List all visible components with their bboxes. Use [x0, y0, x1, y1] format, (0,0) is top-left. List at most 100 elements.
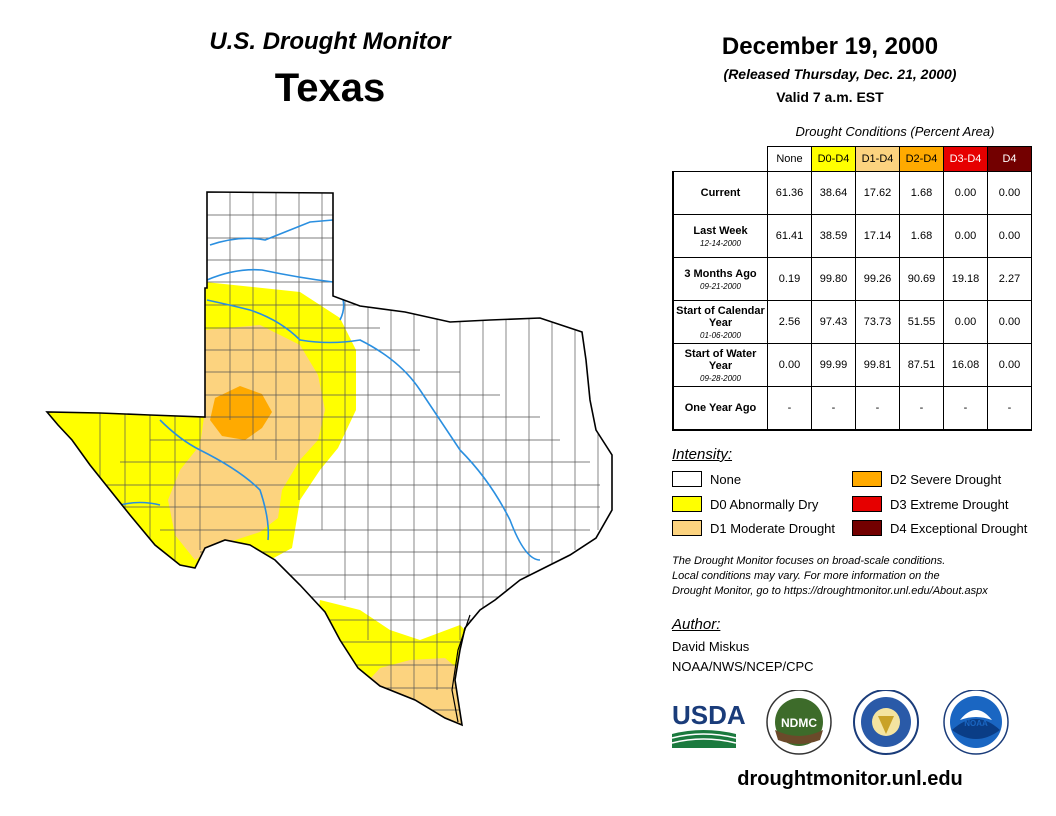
table-cell: 61.41: [767, 214, 812, 258]
table-cell: -: [767, 386, 812, 431]
table-row: 3 Months Ago 09-21-2000 0.19 99.80 99.26 …: [672, 257, 1032, 301]
legend-label: None: [710, 471, 742, 487]
valid-time: Valid 7 a.m. EST: [776, 89, 884, 105]
table-cell: 0.00: [987, 171, 1032, 215]
table-cell: 0.00: [987, 343, 1032, 387]
table-row: Current 61.36 38.64 17.62 1.68 0.00 0.00: [672, 171, 1032, 215]
table-cell: 99.81: [855, 343, 900, 387]
legend-d0: D0 Abnormally Dry: [672, 496, 818, 512]
col-d0-d4: D0-D4: [811, 146, 856, 172]
row-label: Last Week 12-14-2000: [672, 214, 768, 258]
header-blank: [673, 147, 768, 172]
noaa-logo: NOAA: [943, 690, 1009, 755]
legend-swatch: [672, 520, 702, 536]
legend-d2: D2 Severe Drought: [852, 471, 1001, 487]
table-cell: 0.00: [943, 171, 988, 215]
conditions-caption: Drought Conditions (Percent Area): [795, 124, 995, 139]
table-cell: 90.69: [899, 257, 944, 301]
logos-row: USDA NDMC NOAA: [671, 690, 1009, 755]
table-row: Last Week 12-14-2000 61.41 38.59 17.14 1.…: [672, 214, 1032, 258]
row-label: One Year Ago: [672, 386, 768, 431]
release-date: (Released Thursday, Dec. 21, 2000): [723, 66, 957, 82]
disclaimer-note: The Drought Monitor focuses on broad-sca…: [672, 554, 1052, 599]
row-label: 3 Months Ago 09-21-2000: [672, 257, 768, 301]
commerce-seal-logo: [853, 690, 919, 755]
table-cell: -: [811, 386, 856, 431]
table-cell: 17.14: [855, 214, 900, 258]
legend-label: D3 Extreme Drought: [890, 496, 1009, 512]
table-row: One Year Ago - - - - - -: [672, 386, 1032, 431]
table-cell: 16.08: [943, 343, 988, 387]
legend-swatch: [852, 496, 882, 512]
table-cell: 97.43: [811, 300, 856, 344]
note-line: Local conditions may vary. For more info…: [672, 570, 940, 582]
table-cell: 38.64: [811, 171, 856, 215]
d2-area: [210, 386, 272, 440]
note-line: The Drought Monitor focuses on broad-sca…: [672, 555, 946, 567]
table-cell: 51.55: [899, 300, 944, 344]
author-name: David Miskus: [672, 639, 750, 654]
author-block: David Miskus NOAA/NWS/NCEP/CPC: [672, 637, 814, 677]
table-cell: 0.00: [987, 214, 1032, 258]
table-cell: 99.99: [811, 343, 856, 387]
map-date: December 19, 2000: [721, 33, 939, 60]
d1-area-west: [168, 325, 325, 560]
table-cell: 0.00: [943, 300, 988, 344]
col-d1-d4: D1-D4: [855, 146, 900, 172]
svg-text:NDMC: NDMC: [781, 716, 817, 730]
table-cell: 0.00: [987, 300, 1032, 344]
table-cell: -: [855, 386, 900, 431]
table-cell: 2.56: [767, 300, 812, 344]
legend-swatch: [672, 471, 702, 487]
legend-label: D1 Moderate Drought: [710, 520, 836, 536]
legend-none: None: [672, 471, 741, 487]
legend-label: D2 Severe Drought: [890, 471, 1002, 487]
table-cell: -: [987, 386, 1032, 431]
table-cell: 0.19: [767, 257, 812, 301]
author-org: NOAA/NWS/NCEP/CPC: [672, 659, 814, 674]
table-cell: 1.68: [899, 214, 944, 258]
col-d2-d4: D2-D4: [899, 146, 944, 172]
table-cell: 38.59: [811, 214, 856, 258]
legend-swatch: [852, 471, 882, 487]
legend-d1: D1 Moderate Drought: [672, 520, 835, 536]
table-cell: 73.73: [855, 300, 900, 344]
table-cell: 17.62: [855, 171, 900, 215]
legend-swatch: [852, 520, 882, 536]
legend-heading: Intensity:: [672, 446, 733, 463]
table-cell: 2.27: [987, 257, 1032, 301]
table-cell: 99.80: [811, 257, 856, 301]
texas-drought-map: [45, 191, 613, 727]
texas-outline: [45, 191, 613, 727]
note-line: Drought Monitor, go to https://droughtmo…: [672, 585, 988, 597]
row-label: Current: [672, 171, 768, 215]
table-row: Start of Water Year 09-28-2000 0.00 99.99…: [672, 343, 1032, 387]
table-cell: 61.36: [767, 171, 812, 215]
table-cell: 87.51: [899, 343, 944, 387]
legend-label: D4 Exceptional Drought: [890, 520, 1028, 536]
row-label: Start of Calendar Year 01-06-2000: [672, 300, 768, 344]
col-d3-d4: D3-D4: [943, 146, 988, 172]
col-d4: D4: [987, 146, 1032, 172]
table-cell: -: [943, 386, 988, 431]
col-none: None: [767, 146, 812, 172]
county-lines: [99, 192, 600, 711]
legend-swatch: [672, 496, 702, 512]
row-label: Start of Water Year 09-28-2000: [672, 343, 768, 387]
table-cell: 1.68: [899, 171, 944, 215]
legend-label: D0 Abnormally Dry: [710, 496, 819, 512]
monitor-title: U.S. Drought Monitor: [209, 28, 451, 55]
usda-logo: USDA: [671, 700, 746, 748]
drought-conditions-table: None D0-D4 D1-D4 D2-D4 D3-D4 D4 Current …: [672, 146, 1032, 431]
table-cell: 19.18: [943, 257, 988, 301]
table-cell: 99.26: [855, 257, 900, 301]
ndmc-logo: NDMC: [766, 690, 832, 755]
table-cell: -: [899, 386, 944, 431]
legend-d3: D3 Extreme Drought: [852, 496, 1009, 512]
website-url[interactable]: droughtmonitor.unl.edu: [737, 768, 963, 790]
table-cell: 0.00: [767, 343, 812, 387]
author-heading: Author:: [672, 616, 721, 633]
state-title: Texas: [274, 66, 386, 110]
legend-d4: D4 Exceptional Drought: [852, 520, 1027, 536]
table-cell: 0.00: [943, 214, 988, 258]
